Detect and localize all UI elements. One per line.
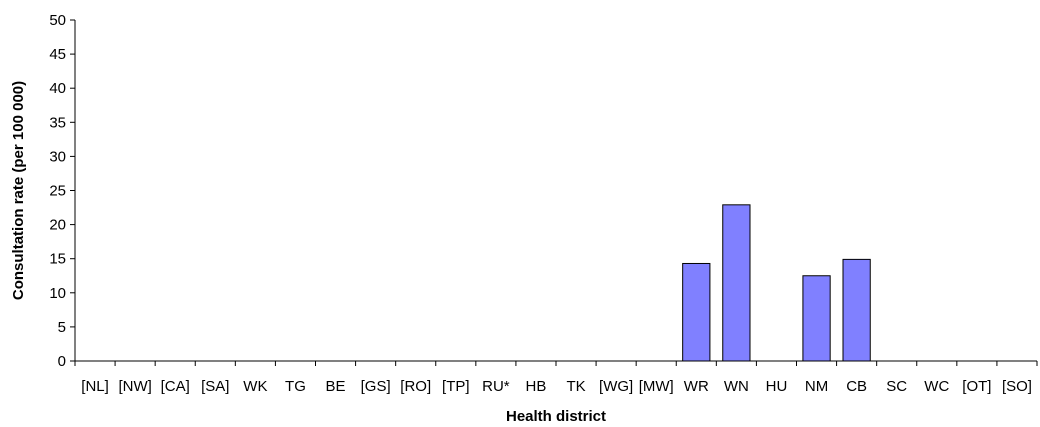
y-tick-label: 0	[58, 353, 66, 370]
y-ticks-group: 0 5 10 15 20 25 30 35 40 45 50	[49, 12, 75, 370]
x-tick-label: WR	[684, 378, 709, 395]
x-tick-label: WN	[724, 378, 749, 395]
bar-nm	[802, 275, 831, 362]
x-tick-label: WC	[924, 378, 949, 395]
y-tick-label: 35	[49, 114, 66, 131]
y-tick-label: 15	[49, 251, 66, 268]
x-tick-label: [GS]	[361, 378, 391, 395]
y-tick-label: 50	[49, 12, 66, 29]
x-tick-label: [NW]	[118, 378, 151, 395]
x-tick-label: [MW]	[639, 378, 674, 395]
x-ticks-group: [NL] [NW] [CA] [SA] WK TG BE [GS] [RO] [TP] RU* HB T…	[74, 361, 1038, 395]
y-tick-label: 20	[49, 217, 66, 234]
x-tick-label: [OT]	[962, 378, 991, 395]
axes-group	[74, 20, 1037, 362]
x-tick-label: RU*	[482, 378, 510, 395]
x-tick-label: HU	[766, 378, 788, 395]
x-tick-label: [TP]	[442, 378, 470, 395]
x-tick-label: TK	[566, 378, 585, 395]
y-tick-label: 30	[49, 148, 66, 165]
x-tick-label: CB	[846, 378, 867, 395]
x-tick-label: WK	[243, 378, 267, 395]
y-tick-label: 5	[58, 319, 66, 336]
x-tick-label: HB	[526, 378, 547, 395]
x-tick-label: [NL]	[81, 378, 109, 395]
bars-group	[682, 204, 871, 362]
x-tick-label: TG	[285, 378, 306, 395]
x-tick-label: SC	[886, 378, 907, 395]
x-tick-label: [WG]	[599, 378, 633, 395]
bar-wr	[682, 262, 711, 362]
bar-wn	[722, 204, 751, 362]
y-tick-label: 45	[49, 46, 66, 63]
x-tick-label: [SA]	[201, 378, 229, 395]
x-tick-label: NM	[805, 378, 828, 395]
x-tick-label: [SO]	[1002, 378, 1032, 395]
y-tick-label: 25	[49, 183, 66, 200]
y-axis-title: Consultation rate (per 100 000)	[10, 81, 27, 300]
y-tick-label: 10	[49, 285, 66, 302]
bar-cb	[842, 258, 871, 362]
x-tick-label: BE	[326, 378, 346, 395]
x-tick-label: [CA]	[161, 378, 190, 395]
x-axis-title: Health district	[506, 408, 606, 425]
x-tick-label: [RO]	[400, 378, 431, 395]
y-tick-label: 40	[49, 80, 66, 97]
